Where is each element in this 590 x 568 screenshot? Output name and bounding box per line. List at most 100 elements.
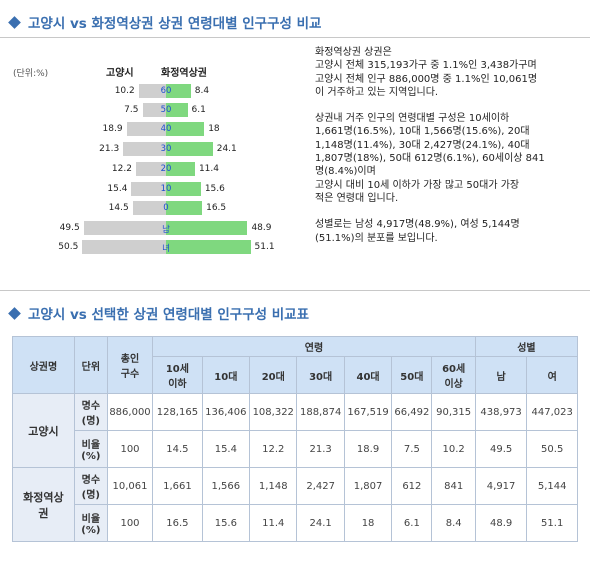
pyramid-category-strip [153, 103, 179, 117]
value-cell: 167,519 [343, 393, 393, 431]
value-cell: 1,148 [249, 467, 298, 505]
value-cell: 886,000 [106, 393, 154, 431]
header-age-20s: 20대 [249, 356, 298, 394]
value-cell: 128,165 [152, 393, 203, 431]
pyramid-category-strip [153, 162, 179, 176]
pyramid-bar-left [142, 103, 153, 117]
header-age-10s: 10대 [201, 356, 251, 394]
section-divider [0, 290, 590, 291]
pyramid-bar-right [179, 84, 191, 98]
value-cell: 18.9 [343, 430, 393, 468]
value-cell: 100 [106, 430, 154, 468]
pyramid-bar-right [179, 142, 213, 156]
pyramid-bar-right [179, 182, 201, 196]
value-cell: 188,874 [296, 393, 345, 431]
table-row: 비율 (%) 100 14.5 15.4 12.2 21.3 18.9 7.5 10.2 49.5… [13, 430, 578, 468]
pyramid-value-right: 8.4 [194, 86, 210, 96]
pyramid-value-left: 15.4 [107, 184, 128, 194]
table-row: 비율 (%) 100 16.5 15.6 11.4 24.1 18 6.1 8.4 48.9 51.… [13, 504, 578, 542]
pyramid-category-label: 50 [160, 105, 172, 115]
value-cell: 16.5 [152, 504, 203, 542]
section-title-comparison-table: 고양시 vs 선택한 상권 연령대별 인구구성 비교표 [8, 303, 309, 323]
value-cell: 1,807 [343, 467, 393, 505]
header-age-under10: 10세 이하 [152, 356, 203, 394]
pyramid-value-left: 49.5 [59, 223, 80, 233]
value-cell: 841 [431, 467, 476, 505]
pyramid-bar-left [138, 84, 153, 98]
header-age-40s: 40대 [343, 356, 393, 394]
table-row: 화정역상 권 명수 (명) 10,061 1,661 1,566 1,148 2,427 1,… [12, 467, 578, 542]
pyramid-value-right: 11.4 [198, 164, 219, 174]
pyramid-category-strip [153, 201, 179, 215]
value-cell: 15.6 [201, 504, 251, 542]
unit-cell: 비율 (%) [73, 430, 108, 468]
value-cell: 10,061 [106, 467, 154, 505]
pyramid-value-left: 21.3 [99, 144, 120, 154]
value-cell: 12.2 [249, 430, 298, 468]
pyramid-category-label: 녀 [162, 244, 170, 254]
pyramid-bar-right [179, 201, 203, 215]
header-age-60plus: 60세 이상 [431, 356, 476, 394]
value-cell: 66,492 [391, 393, 433, 431]
pyramid-bar-right [179, 221, 248, 235]
pyramid-category-label: 40 [160, 124, 172, 134]
pyramid-bar-left [123, 142, 153, 156]
pyramid-category-strip [153, 84, 179, 98]
value-cell: 90,315 [431, 393, 476, 431]
table-row: 고양시 명수 (명) 886,000 128,165 136,406 108,322 188… [12, 393, 578, 468]
pyramid-category-strip [153, 240, 179, 254]
value-cell: 1,661 [152, 467, 203, 505]
value-cell: 6.1 [391, 504, 433, 542]
diamond-bullet-icon [8, 306, 21, 320]
header-age: 연령 [152, 336, 476, 357]
value-cell: 11.4 [249, 504, 298, 542]
pyramid-category-label: 20 [160, 164, 172, 174]
value-cell: 49.5 [474, 430, 528, 468]
header-gender-female: 여 [526, 356, 578, 394]
pyramid-value-left: 10.2 [114, 86, 135, 96]
description-panel: 화정역상권 상권은 고양시 전체 315,193가구 중 1.1%인 3,438… [315, 46, 583, 258]
value-cell: 50.5 [526, 430, 578, 468]
value-cell: 4,917 [474, 467, 528, 505]
value-cell: 447,023 [526, 393, 578, 431]
area-name-cell: 화정역상 권 [12, 467, 75, 542]
pyramid-value-right: 15.6 [204, 184, 225, 194]
value-cell: 136,406 [201, 393, 251, 431]
pyramid-category-label: 60 [160, 86, 172, 96]
unit-cell: 명수 (명) [73, 393, 108, 431]
pyramid-value-right: 16.5 [206, 203, 227, 213]
unit-label: (단위:%) [13, 69, 49, 79]
description-paragraph-households: 화정역상권 상권은 고양시 전체 315,193가구 중 1.1%인 3,438… [315, 47, 538, 98]
header-unit: 단위 [73, 336, 108, 394]
value-cell: 14.5 [152, 430, 203, 468]
pyramid-value-right: 24.1 [216, 144, 237, 154]
section-title-text: 고양시 vs 선택한 상권 연령대별 인구구성 비교표 [28, 307, 310, 323]
pyramid-bar-left [126, 122, 153, 136]
value-cell: 15.4 [201, 430, 251, 468]
pyramid-bar-left [82, 240, 153, 254]
header-age-50s: 50대 [391, 356, 433, 394]
section-title-text: 고양시 vs 화정역상권 상권 연령대별 인구구성 비교 [28, 16, 322, 32]
pyramid-category-label: 10 [160, 184, 172, 194]
pyramid-value-left: 18.9 [102, 124, 123, 134]
pyramid-value-left: 14.5 [108, 203, 129, 213]
value-cell: 100 [106, 504, 154, 542]
pyramid-category-strip [153, 122, 179, 136]
value-cell: 108,322 [249, 393, 298, 431]
value-cell: 10.2 [431, 430, 476, 468]
pyramid-value-right: 6.1 [191, 105, 206, 115]
pyramid-category-label: 30 [160, 144, 172, 154]
section-divider [0, 37, 590, 38]
value-cell: 8.4 [431, 504, 476, 542]
area-name-cell: 고양시 [12, 393, 75, 468]
value-cell: 2,427 [296, 467, 345, 505]
pyramid-value-right: 48.9 [251, 223, 272, 233]
header-gender-male: 남 [474, 356, 528, 394]
unit-cell: 비율 (%) [73, 504, 108, 542]
value-cell: 438,973 [474, 393, 528, 431]
description-paragraph-gender: 성별로는 남성 4,917명(48.9%), 여성 5,144명 (51.1%)… [315, 219, 520, 244]
value-cell: 24.1 [296, 504, 345, 542]
unit-cell: 명수 (명) [73, 467, 108, 505]
pyramid-left-header: 고양시 [106, 68, 134, 79]
header-area-name: 상권명 [12, 336, 75, 394]
